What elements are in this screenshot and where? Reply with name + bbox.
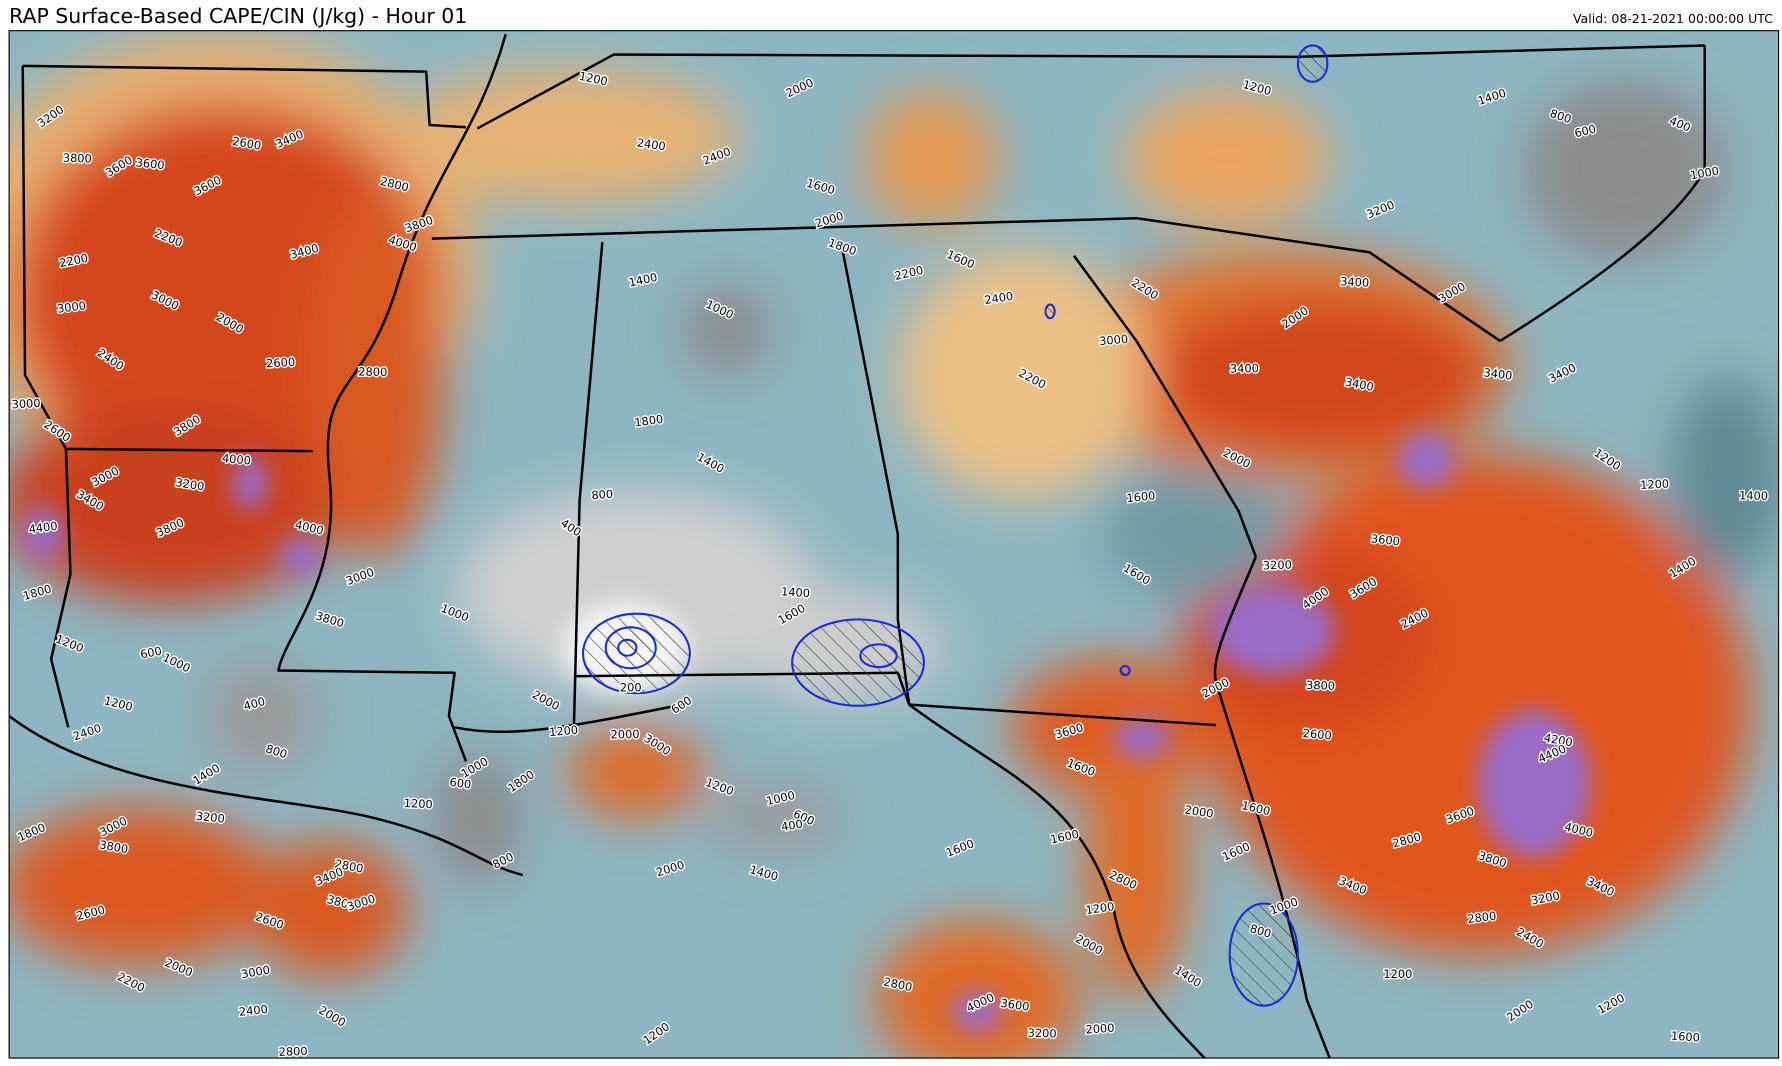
contour-label: 4200	[1543, 731, 1574, 750]
contour-label: 3800	[98, 837, 129, 856]
contour-label: 2000	[610, 727, 639, 742]
contour-label: 3400	[1344, 375, 1375, 394]
contour-label: 2800	[358, 365, 387, 380]
contour-label: 2600	[1302, 726, 1332, 742]
contour-label: 1400	[781, 584, 811, 600]
contour-label: 3600	[1370, 531, 1400, 548]
contour-label: 600	[1573, 121, 1597, 140]
contour-label: 3000	[240, 962, 271, 981]
valid-time: Valid: 08-21-2021 00:00:00 UTC	[1573, 11, 1773, 26]
contour-label: 200	[620, 681, 642, 695]
contour-label: 1200	[403, 796, 433, 811]
contour-label: 3600	[135, 155, 165, 172]
contour-label: 1600	[1671, 1029, 1701, 1045]
contour-label: 1000	[1689, 163, 1720, 182]
contour-label: 2400	[238, 1002, 268, 1019]
contour-label: 1800	[634, 412, 665, 430]
contour-label: 1200	[1640, 477, 1670, 492]
contour-label: 1200	[1085, 899, 1116, 917]
contour-label: 2600	[266, 355, 296, 370]
contour-label: 2600	[231, 134, 262, 153]
contour-label: 3400	[1230, 361, 1259, 376]
contour-label: 800	[1248, 921, 1273, 941]
contour-label: 600	[139, 644, 163, 662]
contour-label: 3800	[63, 151, 92, 166]
contour-label: 2000	[1085, 1021, 1115, 1037]
contour-label: 2000	[1184, 802, 1215, 820]
contour-label: 3400	[1483, 365, 1513, 382]
contour-label: 800	[591, 487, 614, 502]
contour-label: 4400	[28, 519, 58, 536]
contour-label: 2800	[278, 1044, 307, 1059]
cape-field: 3200 3800 3600 3600 3600 2600 3400 2800 3800 4000…	[9, 30, 1779, 1059]
contour-label: 3200	[195, 809, 225, 826]
contour-label: 3600	[1000, 996, 1031, 1014]
cin-contours	[581, 44, 1329, 1007]
contour-label: 3800	[1306, 678, 1335, 693]
contour-label: 3000	[1099, 332, 1129, 348]
contour-label: 600	[449, 775, 472, 792]
contour-label: 3000	[56, 298, 86, 315]
contour-label: 2400	[636, 136, 667, 154]
contour-label: 1400	[1739, 488, 1768, 503]
contour-label: 3200	[1263, 557, 1292, 572]
map-frame	[8, 30, 1780, 1059]
contour-label: 2800	[1467, 909, 1497, 926]
contour-label: 1000	[765, 788, 796, 808]
contour-label: 3200	[175, 475, 206, 493]
map-title: RAP Surface-Based CAPE/CIN (J/kg) - Hour…	[9, 4, 467, 28]
contour-label: 3000	[11, 396, 41, 411]
contour-label: 2400	[983, 289, 1014, 307]
contour-label: 1600	[1126, 488, 1156, 505]
contour-label: 400	[780, 817, 804, 834]
contour-label: 3400	[1340, 274, 1370, 289]
contour-label: 4000	[221, 451, 251, 467]
contour-label: 1200	[1383, 967, 1412, 981]
contour-label: 1200	[549, 723, 579, 739]
contour-label: 2800	[882, 974, 913, 994]
contour-label: 3200	[1027, 1026, 1056, 1041]
